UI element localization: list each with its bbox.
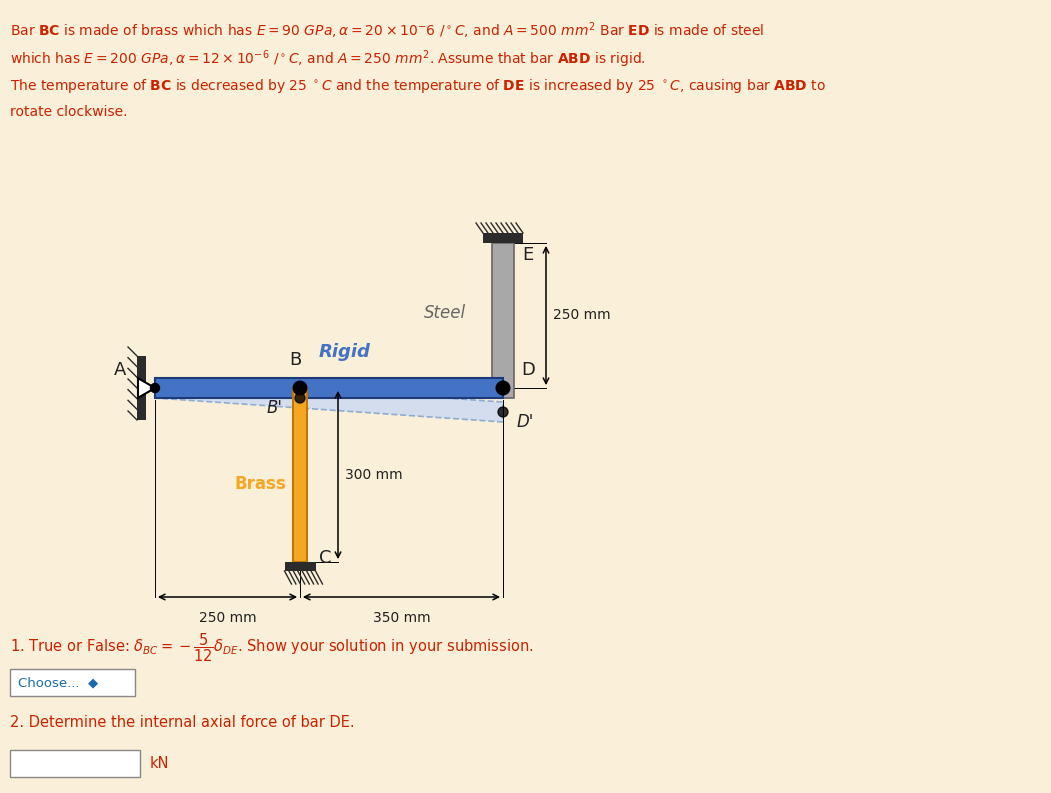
Polygon shape bbox=[138, 378, 154, 398]
Circle shape bbox=[150, 384, 160, 393]
Text: which has $E = 200 \ GPa, \alpha = 12 \times 10^{-6} \ /^\circ C$, and $A = 250 : which has $E = 200 \ GPa, \alpha = 12 \t… bbox=[11, 48, 645, 70]
Text: kN: kN bbox=[150, 756, 169, 771]
Text: B': B' bbox=[267, 399, 283, 417]
Text: C: C bbox=[318, 549, 331, 567]
Text: Choose...  ◆: Choose... ◆ bbox=[18, 676, 98, 689]
Text: 250 mm: 250 mm bbox=[553, 308, 611, 323]
Bar bbox=[11, 750, 140, 777]
Bar bbox=[137, 356, 146, 420]
Text: A: A bbox=[114, 361, 126, 379]
Circle shape bbox=[498, 407, 508, 417]
Text: The temperature of $\mathbf{BC}$ is decreased by $25 \ ^\circ C$ and the tempera: The temperature of $\mathbf{BC}$ is decr… bbox=[11, 77, 826, 95]
Text: E: E bbox=[522, 246, 534, 264]
Text: 350 mm: 350 mm bbox=[373, 611, 430, 625]
Bar bbox=[285, 562, 315, 571]
Bar bbox=[293, 388, 307, 562]
Text: D': D' bbox=[516, 413, 534, 431]
Text: 1. True or False: $\delta_{BC} = -\dfrac{5}{12}\delta_{DE}$. Show your solution : 1. True or False: $\delta_{BC} = -\dfrac… bbox=[11, 631, 534, 664]
Text: B: B bbox=[289, 351, 302, 369]
Polygon shape bbox=[154, 378, 503, 422]
Circle shape bbox=[496, 381, 510, 395]
Bar bbox=[483, 233, 523, 243]
Text: Steel: Steel bbox=[424, 304, 466, 322]
Text: 250 mm: 250 mm bbox=[199, 611, 256, 625]
Text: 300 mm: 300 mm bbox=[345, 468, 403, 482]
Text: D: D bbox=[521, 361, 535, 379]
Text: 2. Determine the internal axial force of bar DE.: 2. Determine the internal axial force of… bbox=[11, 715, 354, 730]
Bar bbox=[154, 378, 503, 398]
Circle shape bbox=[295, 393, 305, 403]
Bar bbox=[11, 669, 135, 696]
Bar bbox=[493, 243, 514, 398]
Text: Bar $\mathbf{BC}$ is made of brass which has $E = 90 \ GPa, \alpha = 20 \times 1: Bar $\mathbf{BC}$ is made of brass which… bbox=[11, 20, 764, 40]
Circle shape bbox=[293, 381, 307, 395]
Text: rotate clockwise.: rotate clockwise. bbox=[11, 105, 127, 120]
Text: Rigid: Rigid bbox=[320, 343, 371, 361]
Text: Brass: Brass bbox=[234, 475, 286, 492]
